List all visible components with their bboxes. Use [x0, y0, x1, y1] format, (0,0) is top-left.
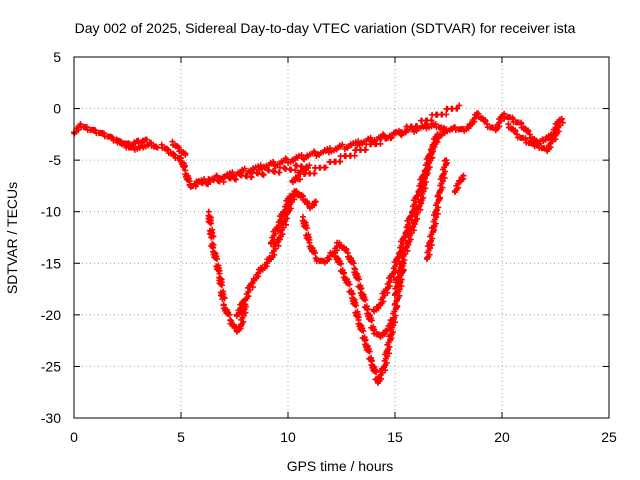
- y-tick-label: -5: [49, 152, 62, 168]
- data-point-fill: [206, 219, 213, 226]
- data-point-fill: [303, 225, 310, 232]
- data-point-fill: [380, 131, 387, 138]
- data-point-fill: [312, 164, 319, 171]
- chart-title: Day 002 of 2025, Sidereal Day-to-day VTE…: [75, 20, 576, 36]
- data-point-fill: [282, 155, 289, 162]
- data-point-fill: [310, 148, 317, 155]
- data-point-fill: [241, 165, 248, 172]
- data-point-fill: [214, 173, 221, 180]
- data-point-fill: [346, 281, 353, 288]
- data-point-fill: [200, 176, 207, 183]
- data-point-fill: [219, 296, 226, 303]
- data-point-fill: [424, 120, 431, 127]
- data-point: [443, 157, 450, 164]
- data-point-fill: [292, 162, 299, 169]
- data-point-fill: [226, 311, 233, 318]
- data-point-fill: [213, 172, 220, 179]
- data-point-fill: [213, 256, 220, 263]
- data-point-fill: [396, 127, 403, 134]
- data-point-fill: [355, 138, 362, 145]
- x-tick-label: 0: [70, 429, 78, 445]
- data-point-fill: [352, 147, 359, 154]
- data-point-fill: [368, 317, 375, 324]
- data-point-fill: [360, 327, 367, 334]
- data-point-fill: [164, 145, 171, 152]
- data-point: [100, 130, 107, 137]
- y-tick-label: -30: [41, 410, 61, 426]
- data-point-fill: [418, 117, 425, 124]
- data-point: [556, 117, 563, 124]
- data-point-fill: [559, 119, 566, 126]
- data-point-fill: [170, 151, 177, 158]
- data-point: [122, 141, 129, 148]
- data-point-fill: [218, 282, 225, 289]
- data-point-fill: [312, 249, 319, 256]
- data-point-fill: [326, 159, 333, 166]
- data-point: [441, 126, 448, 133]
- data-point: [312, 255, 319, 262]
- data-point-fill: [355, 276, 362, 283]
- data-point: [83, 124, 90, 131]
- data-point-fill: [443, 105, 450, 112]
- data-point-fill: [257, 162, 264, 169]
- data-point-fill: [367, 134, 374, 141]
- data-point-fill: [283, 156, 290, 163]
- data-point: [109, 134, 116, 141]
- data-point-fill: [373, 369, 380, 376]
- data-point: [312, 198, 319, 205]
- data-point-fill: [353, 302, 360, 309]
- y-tick-label: 0: [53, 101, 61, 117]
- data-point-fill: [429, 111, 436, 118]
- data-point-fill: [298, 192, 305, 199]
- x-axis-label: GPS time / hours: [287, 458, 394, 474]
- data-point-fill: [174, 143, 181, 150]
- x-tick-label: 15: [387, 429, 403, 445]
- data-point-fill: [326, 145, 333, 152]
- y-axis-label: SDTVAR / TECUs: [4, 182, 20, 294]
- data-point-fill: [381, 132, 388, 139]
- data-point-fill: [229, 169, 236, 176]
- data-point-fill: [337, 153, 344, 160]
- data-point: [182, 151, 189, 158]
- y-tick-label: 5: [53, 49, 61, 65]
- data-point-fill: [350, 260, 357, 267]
- data-point-fill: [408, 124, 415, 131]
- data-point-fill: [382, 367, 389, 374]
- y-tick-label: -15: [41, 255, 61, 271]
- y-tick-label: -20: [41, 307, 61, 323]
- data-point-fill: [208, 234, 215, 241]
- data-point: [460, 172, 467, 179]
- x-tick-label: 10: [280, 429, 296, 445]
- data-point-fill: [311, 199, 318, 206]
- data-point-fill: [338, 260, 345, 267]
- data-point-fill: [153, 143, 160, 150]
- data-point-fill: [207, 220, 214, 227]
- data-point: [456, 102, 463, 109]
- axis-ticks: 0 5 10 15 20 25 -30 -25 -20 -15 -10 -5 0 5: [41, 49, 617, 445]
- data-point-fill: [366, 348, 373, 355]
- data-point-fill: [298, 151, 305, 158]
- y-tick-label: -10: [41, 204, 61, 220]
- x-tick-label: 25: [601, 429, 617, 445]
- y-tick-label: -25: [41, 358, 61, 374]
- x-tick-label: 20: [494, 429, 510, 445]
- data-point-fill: [362, 296, 369, 303]
- data-point-fill: [311, 149, 318, 156]
- data-point-fill: [339, 141, 346, 148]
- data-points: [71, 102, 566, 386]
- x-tick-label: 5: [177, 429, 185, 445]
- grid-lines: [74, 57, 609, 418]
- data-point-fill: [409, 125, 416, 132]
- plot-frame: [73, 56, 610, 419]
- data-point: [92, 127, 99, 134]
- data-point-fill: [181, 164, 188, 171]
- data-point-fill: [270, 158, 277, 165]
